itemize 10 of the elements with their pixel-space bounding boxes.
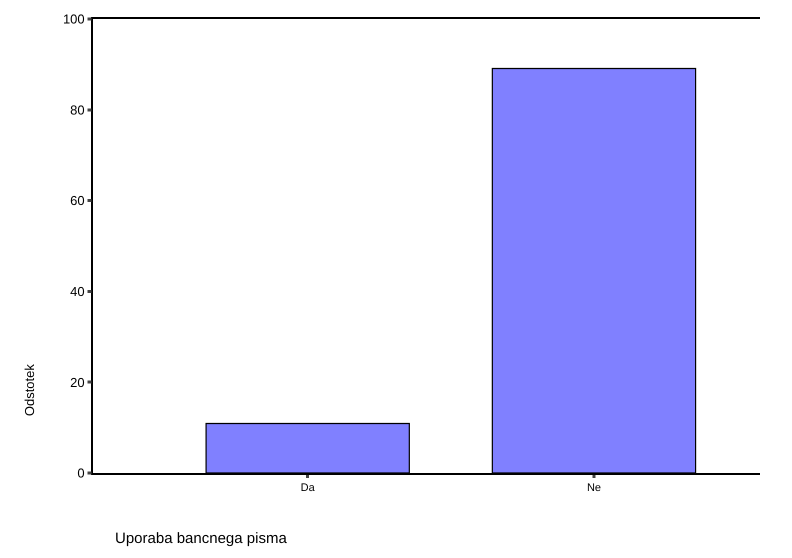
x-tick-label: Da	[300, 482, 316, 494]
y-tick-label: 60	[70, 193, 85, 208]
y-axis-title: Odstotek	[22, 364, 38, 416]
y-tick-label: 0	[77, 466, 85, 481]
x-tick-label: Ne	[586, 482, 601, 494]
x-axis-title: Uporaba bancnega pisma	[115, 530, 288, 547]
y-tick-label: 20	[70, 374, 85, 390]
y-tick-label: 100	[62, 12, 85, 27]
y-tick-label: 40	[70, 284, 85, 299]
y-tick-label: 80	[70, 102, 85, 118]
